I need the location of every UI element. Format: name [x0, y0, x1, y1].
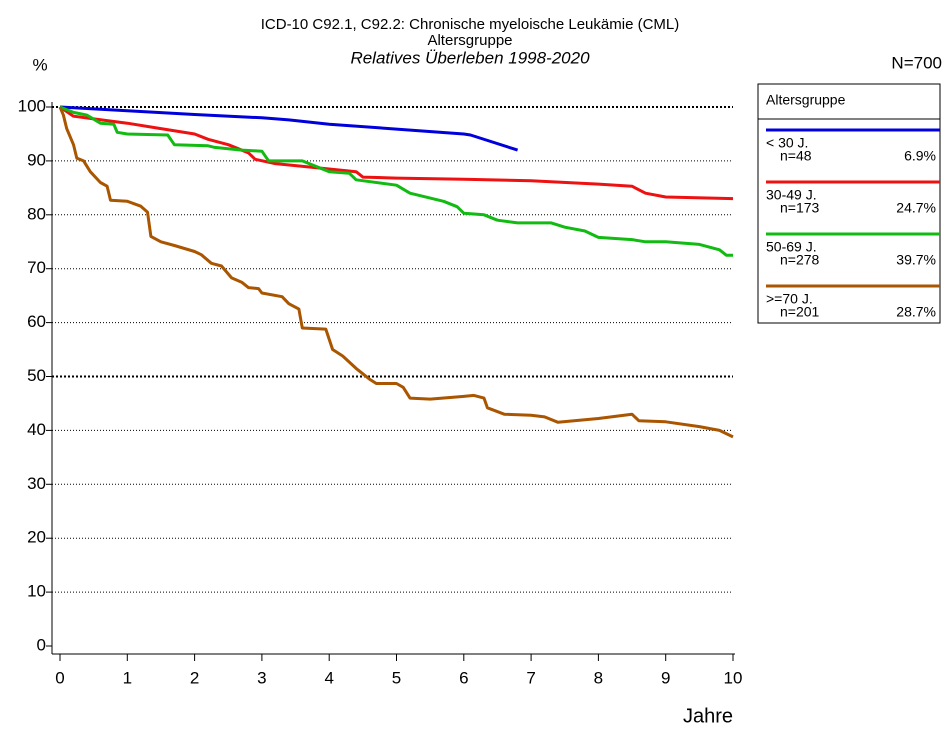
legend-n: n=173 — [780, 200, 820, 216]
x-tick-label: 1 — [123, 668, 132, 687]
x-tick-label: 2 — [190, 668, 199, 687]
x-tick-label: 10 — [724, 668, 743, 687]
series-line — [58, 106, 734, 439]
y-tick-label: 30 — [27, 474, 46, 493]
x-tick-label: 6 — [459, 668, 468, 687]
legend-share: 28.7% — [896, 304, 936, 320]
x-axis-label: Jahre — [683, 705, 733, 727]
series-line — [59, 105, 519, 152]
series-line — [59, 105, 733, 257]
y-tick-label: 60 — [27, 312, 46, 331]
y-tick-label: 10 — [27, 582, 46, 601]
chart-title: ICD-10 C92.1, C92.2: Chronische myeloisc… — [261, 16, 680, 33]
y-axis-label: % — [32, 55, 47, 74]
legend-n: n=201 — [780, 304, 820, 320]
series-line — [59, 105, 734, 201]
legend-box — [757, 83, 941, 324]
total-label: N=700 — [891, 53, 942, 72]
y-tick-label: 70 — [27, 258, 46, 277]
y-tick-label: 100 — [18, 96, 46, 115]
legend-title: Altersgruppe — [766, 92, 846, 108]
legend-share: 39.7% — [896, 252, 936, 268]
legend-label: >=70 J. — [766, 291, 813, 307]
legend-label: < 30 J. — [766, 135, 808, 151]
y-tick-label: 40 — [27, 420, 46, 439]
legend: Altersgruppe < 30 J.n=48 6.9% 30-49 J.n=17… — [757, 83, 941, 324]
y-tick-label: 0 — [37, 635, 46, 654]
y-tick-label: 20 — [27, 528, 46, 547]
legend-label: 30-49 J. — [766, 187, 817, 203]
x-tick-label: 4 — [324, 668, 333, 687]
x-tick-label: 3 — [257, 668, 266, 687]
x-tick-label: 5 — [392, 668, 401, 687]
legend-n: n=48 — [780, 148, 812, 164]
x-tick-label: 0 — [55, 668, 64, 687]
y-tick-label: 80 — [27, 204, 46, 223]
legend-label: 50-69 J. — [766, 239, 817, 255]
y-tick-label: 90 — [27, 150, 46, 169]
legend-n: n=278 — [780, 252, 820, 268]
chart-subtitle: Altersgruppe — [427, 32, 512, 49]
legend-share: 24.7% — [896, 200, 936, 216]
x-tick-label: 7 — [526, 668, 535, 687]
legend-share: 6.9% — [904, 148, 936, 164]
x-tick-label: 8 — [594, 668, 603, 687]
y-tick-label: 50 — [27, 366, 46, 385]
chart-subtitle2: Relatives Überleben 1998-2020 — [350, 48, 590, 67]
x-tick-label: 9 — [661, 668, 670, 687]
